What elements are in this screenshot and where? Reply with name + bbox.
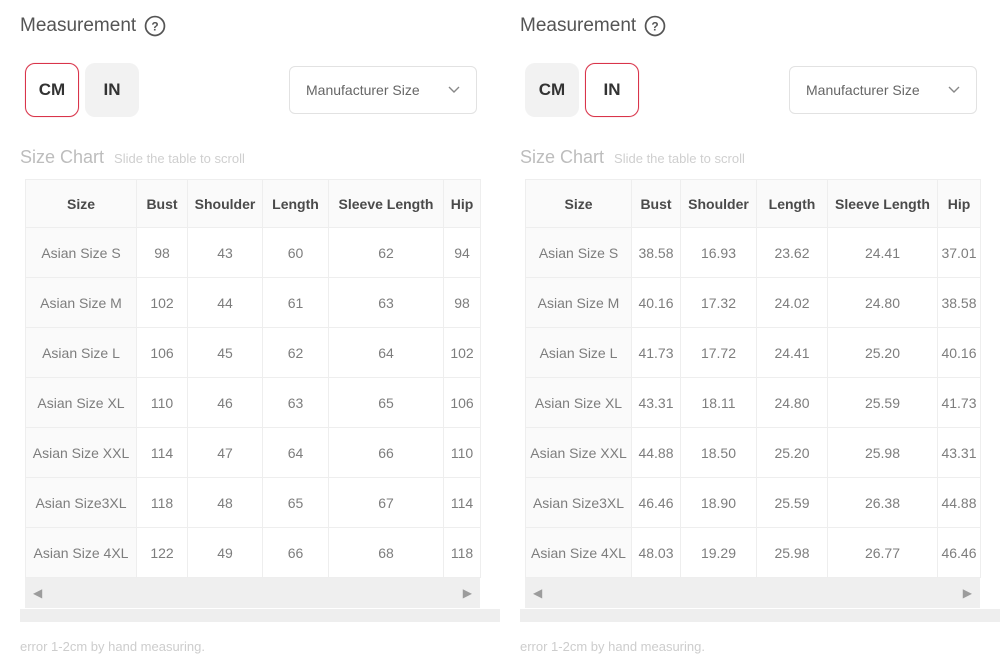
svg-text:?: ? (152, 19, 159, 33)
svg-text:?: ? (652, 19, 659, 33)
